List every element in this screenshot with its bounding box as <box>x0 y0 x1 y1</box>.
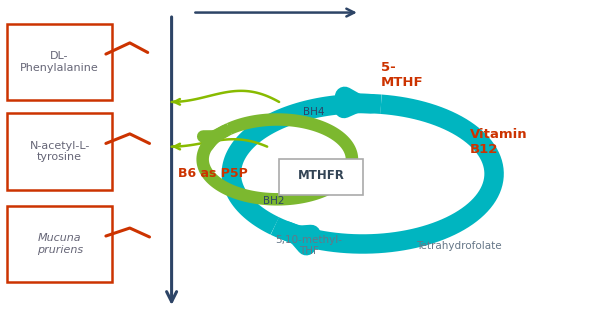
Text: Tetrahydrofolate: Tetrahydrofolate <box>416 241 502 251</box>
Text: BH2: BH2 <box>263 196 284 206</box>
Text: 5-
MTHF: 5- MTHF <box>380 61 423 89</box>
Text: MTHFR: MTHFR <box>298 169 344 182</box>
Text: DL-
Phenylalanine: DL- Phenylalanine <box>20 51 99 73</box>
Text: Vitamin
B12: Vitamin B12 <box>470 128 528 156</box>
Text: 5,10-methyl-
THF: 5,10-methyl- THF <box>275 235 343 256</box>
FancyBboxPatch shape <box>7 206 112 282</box>
Text: B6 as P5P: B6 as P5P <box>178 167 247 180</box>
Text: Mucuna
pruriens: Mucuna pruriens <box>37 233 83 255</box>
FancyBboxPatch shape <box>7 113 112 190</box>
Text: N-acetyl-L-
tyrosine: N-acetyl-L- tyrosine <box>29 141 90 162</box>
FancyBboxPatch shape <box>279 159 363 194</box>
Text: BH4: BH4 <box>303 107 325 117</box>
FancyBboxPatch shape <box>7 24 112 100</box>
